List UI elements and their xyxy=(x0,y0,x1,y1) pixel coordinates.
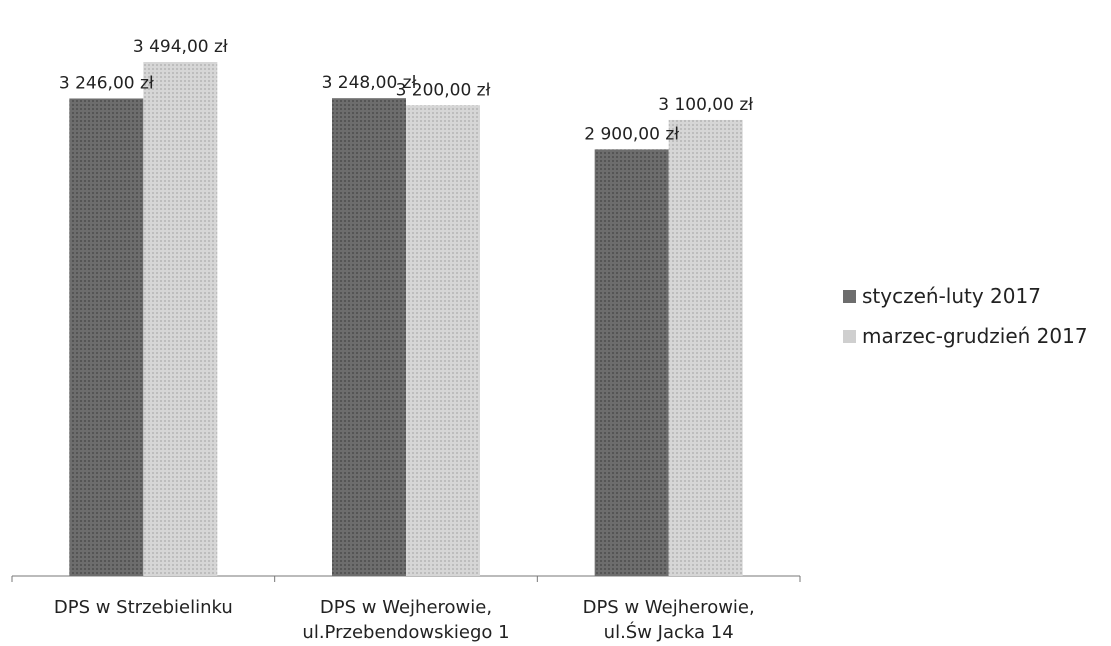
category-label-2-line-2: ul.Przebendowskiego 1 xyxy=(302,622,509,643)
category-label-3-line-2: ul.Św Jacka 14 xyxy=(604,621,734,643)
bar-series-1-cat-1 xyxy=(69,98,143,576)
data-label-series-1-cat-3: 2 900,00 zł xyxy=(584,124,679,144)
bar-series-1-cat-3 xyxy=(595,149,669,576)
category-label-1-line-1: DPS w Strzebielinku xyxy=(54,597,233,618)
category-label-3-line-1: DPS w Wejherowie, xyxy=(583,597,755,618)
data-label-series-2-cat-3: 3 100,00 zł xyxy=(658,95,753,115)
data-label-series-2-cat-2: 3 200,00 zł xyxy=(396,80,491,100)
bar-series-2-cat-2 xyxy=(406,105,480,576)
legend: styczeń-luty 2017 marzec-grudzień 2017 xyxy=(843,276,1088,356)
x-axis xyxy=(12,576,800,582)
legend-item-series-2: marzec-grudzień 2017 xyxy=(843,316,1088,356)
legend-item-series-1: styczeń-luty 2017 xyxy=(843,276,1088,316)
legend-label-series-2: marzec-grudzień 2017 xyxy=(862,324,1088,348)
data-label-series-1-cat-1: 3 246,00 zł xyxy=(59,73,154,93)
data-label-series-2-cat-1: 3 494,00 zł xyxy=(133,37,228,57)
legend-label-series-1: styczeń-luty 2017 xyxy=(862,284,1041,308)
bar-series-2-cat-3 xyxy=(669,120,743,576)
legend-swatch-series-2 xyxy=(843,330,856,343)
legend-swatch-series-1 xyxy=(843,290,856,303)
bar-series-2-cat-1 xyxy=(143,62,217,576)
bar-series-1-cat-2 xyxy=(332,98,406,576)
category-label-2-line-1: DPS w Wejherowie, xyxy=(320,597,492,618)
